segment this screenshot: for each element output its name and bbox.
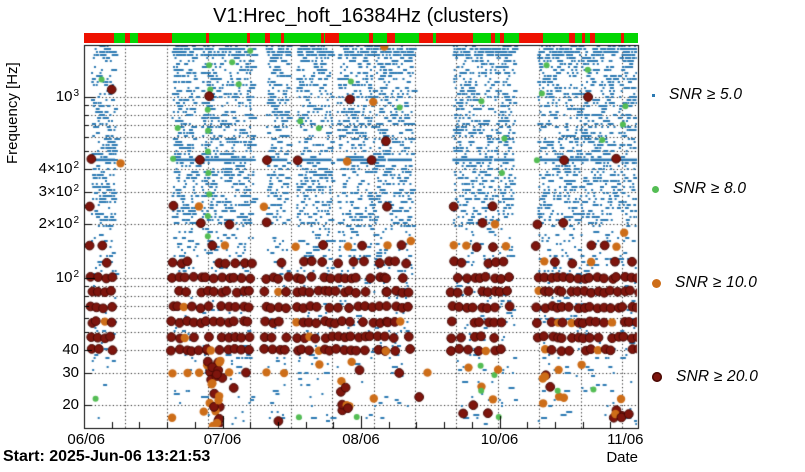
status-segment-red [368, 33, 374, 43]
start-timestamp: Start: 2025-Jun-06 13:21:53 [3, 448, 211, 465]
y-tick-label: 30 [62, 363, 79, 381]
y-tick-label: 4×102 [38, 160, 79, 177]
x-tick-label: 08/06 [342, 431, 380, 448]
status-segment-red [568, 33, 575, 43]
status-segment-red [325, 33, 339, 43]
x-tick-label: 06/06 [67, 431, 105, 448]
y-tick-label: 40 [62, 341, 79, 358]
y-tick-label: 102 [55, 269, 79, 286]
snr10-marker-icon [652, 278, 661, 288]
status-segment-red [435, 33, 473, 43]
x-tick-label: 07/06 [203, 431, 242, 448]
snr8-marker-icon [652, 185, 659, 193]
legend-label: SNR ≥ 10.0 [675, 274, 758, 291]
status-segment-red [582, 33, 585, 43]
status-segment-red [246, 33, 251, 43]
status-segment-red [589, 33, 595, 43]
snr5-marker-icon [652, 93, 655, 97]
legend-entry: SNR ≥ 8.0 [652, 178, 746, 200]
legend-label: SNR ≥ 20.0 [676, 368, 759, 385]
status-segment-red [125, 33, 130, 43]
y-axis-title: Frequency [Hz] [4, 62, 21, 164]
y-tick-label: 103 [55, 88, 79, 105]
y-tick-label: 3×102 [38, 182, 79, 200]
snr20-marker-icon [652, 372, 662, 382]
status-segment-red [500, 33, 504, 43]
legend-entry: SNR ≥ 10.0 [652, 272, 757, 294]
x-tick-label: 11/06 [607, 431, 644, 448]
status-segment-red [387, 33, 395, 43]
status-bar [84, 33, 638, 43]
status-segment-red [137, 33, 172, 43]
status-segment-red [265, 33, 271, 43]
status-segment-red [321, 33, 324, 43]
x-tick-label: 10/06 [480, 431, 519, 448]
status-segment-red [419, 33, 434, 43]
status-segment-red [620, 33, 625, 43]
legend-entry: SNR ≥ 5.0 [652, 84, 742, 106]
status-segment-red [491, 33, 496, 43]
legend-label: SNR ≥ 8.0 [673, 180, 747, 197]
legend-label: SNR ≥ 5.0 [669, 86, 743, 103]
chart-title: V1:Hrec_hoft_16384Hz (clusters) [213, 5, 509, 27]
legend: SNR ≥ 5.0 SNR ≥ 8.0 SNR ≥ 10.0 SNR ≥ 20.… [652, 0, 805, 472]
y-tick-label: 20 [62, 395, 79, 413]
status-segment-red [518, 33, 543, 43]
status-segment-red [84, 33, 114, 43]
legend-entry: SNR ≥ 20.0 [652, 366, 758, 388]
status-segment-red [205, 33, 210, 43]
x-axis-title: Date [606, 449, 638, 466]
status-segment-red [281, 33, 284, 43]
y-tick-label: 2×102 [38, 214, 79, 232]
